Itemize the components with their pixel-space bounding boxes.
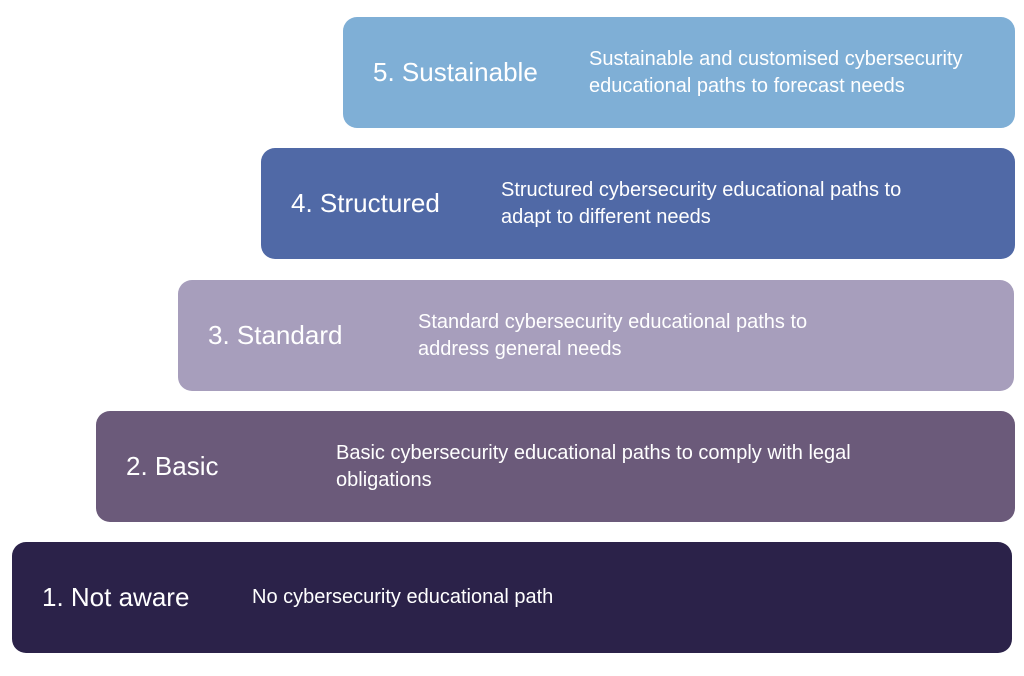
level-2-basic: 2. Basic Basic cybersecurity educational… [96,411,1015,522]
level-1-desc: No cybersecurity educational path [252,584,752,611]
level-3-standard: 3. Standard Standard cybersecurity educa… [178,280,1014,391]
level-5-desc: Sustainable and customised cybersecurity… [589,46,989,100]
level-3-desc: Standard cybersecurity educational paths… [418,309,858,363]
maturity-pyramid: 5. Sustainable Sustainable and customise… [0,0,1024,676]
level-3-title: 3. Standard [208,319,408,352]
level-5-title: 5. Sustainable [373,56,583,89]
level-4-desc: Structured cybersecurity educational pat… [501,177,921,231]
level-2-desc: Basic cybersecurity educational paths to… [336,440,876,494]
level-2-title: 2. Basic [126,450,326,483]
level-4-structured: 4. Structured Structured cybersecurity e… [261,148,1015,259]
level-1-title: 1. Not aware [42,581,252,614]
level-4-title: 4. Structured [291,187,491,220]
level-5-sustainable: 5. Sustainable Sustainable and customise… [343,17,1015,128]
level-1-not-aware: 1. Not aware No cybersecurity educationa… [12,542,1012,653]
